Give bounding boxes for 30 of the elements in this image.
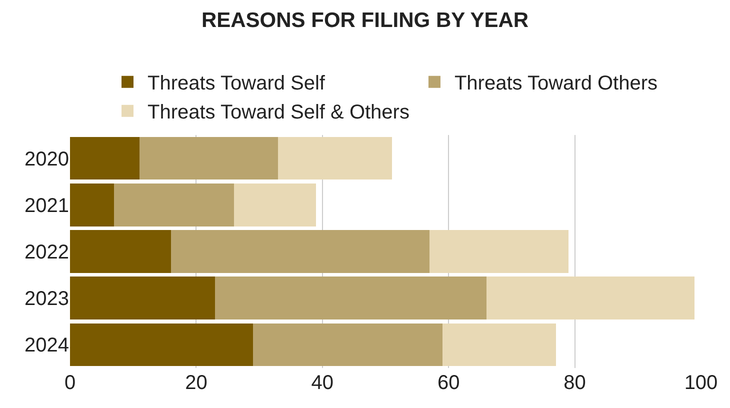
y-tick-label: 2021 xyxy=(24,194,69,217)
x-tick-label: 20 xyxy=(185,372,208,394)
bar xyxy=(70,136,140,180)
x-tick-label: 80 xyxy=(564,372,586,394)
bar xyxy=(70,183,114,226)
x-tick-label: 60 xyxy=(437,372,460,394)
chart-title: REASONS FOR FILING BY YEAR xyxy=(201,8,529,32)
bar xyxy=(234,183,316,226)
y-tick-label: 2022 xyxy=(24,242,69,264)
bar xyxy=(278,136,392,180)
bar xyxy=(215,276,486,320)
y-tick-label: 2020 xyxy=(24,148,69,170)
legend-label: Threats Toward Self xyxy=(148,72,326,95)
bar xyxy=(170,230,430,273)
bar xyxy=(70,230,171,273)
bar xyxy=(70,276,216,320)
bar xyxy=(252,323,442,366)
bar xyxy=(70,323,253,366)
x-tick-label: 40 xyxy=(311,372,334,394)
bar xyxy=(139,136,278,180)
bar xyxy=(114,183,234,226)
y-tick-label: 2024 xyxy=(24,334,69,357)
bar xyxy=(486,276,695,320)
bar xyxy=(442,323,556,366)
bar xyxy=(430,230,568,273)
legend-label: Threats Toward Others xyxy=(454,72,658,95)
x-tick-label: 0 xyxy=(64,372,76,394)
x-tick-label: 100 xyxy=(684,372,718,394)
legend-label: Threats Toward Self & Others xyxy=(148,102,410,124)
y-tick-label: 2023 xyxy=(24,288,69,310)
